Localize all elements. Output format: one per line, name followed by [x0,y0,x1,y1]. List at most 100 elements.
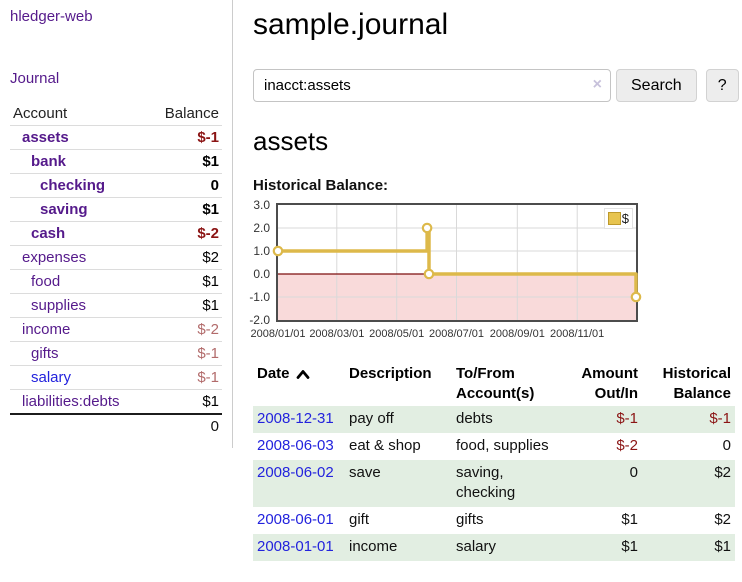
register-header-date[interactable]: Date [253,362,345,406]
transaction-amount: $1 [621,538,638,555]
search-form: × Search ? [253,69,742,102]
account-link-checking[interactable]: checking [40,177,106,194]
accounts-table: Account Balance assets $-1 bank $1 checking 0… [10,102,222,438]
transaction-amount: $1 [621,511,638,528]
transaction-accounts: saving, checking [456,464,516,501]
x-axis-tick-label: 2008/07/01 [428,328,485,340]
transaction-accounts: gifts [456,511,484,528]
transaction-row: 2008-06-03 eat & shop food, supplies $-2 0 [253,433,735,460]
account-row: salary $-1 [10,365,222,390]
app-title-link[interactable]: hledger-web [10,8,93,25]
search-input[interactable] [253,69,611,102]
account-link-bank[interactable]: bank [31,153,67,170]
chart-title: Historical Balance: [253,177,389,194]
account-link-assets[interactable]: assets [22,129,69,146]
account-link-cash[interactable]: cash [31,225,66,242]
transaction-row: 2008-06-01 gift gifts $1 $2 [253,507,735,534]
x-axis-tick-label: 2008/09/01 [489,328,545,340]
x-axis-tick-label: 2008/11/01 [550,328,605,340]
account-row: liabilities:debts $1 [10,389,222,414]
account-link-salary[interactable]: salary [31,369,72,386]
transaction-amount: $-1 [616,410,638,427]
account-link-food[interactable]: food [31,273,61,290]
transaction-row: 2008-01-01 income salary $1 $1 [253,534,735,561]
account-row: food $1 [10,269,222,294]
account-row: saving $1 [10,197,222,222]
account-balance: 0 [148,173,222,198]
transaction-balance: $2 [714,511,731,528]
transaction-row: 2008-12-31 pay off debts $-1 $-1 [253,406,735,433]
chart-canvas [272,205,642,320]
transaction-description: save [349,464,381,481]
legend-swatch-icon [607,212,621,225]
transaction-description: eat & shop [349,437,421,454]
account-row: checking 0 [10,173,222,198]
register-table: Date Description To/From Account(s) Amount Ou… [253,362,735,561]
account-link-income[interactable]: income [22,321,71,338]
account-link-liabilities-debts[interactable]: liabilities:debts [22,393,120,410]
transaction-description: gift [349,511,370,528]
main-content: sample.journal × Search ? assets Histori… [234,0,742,582]
chart-plot-area [272,203,642,322]
y-axis-tick-label: 2.0 [253,221,270,235]
transaction-date-link[interactable]: 2008-12-31 [257,410,334,427]
transaction-description: income [349,538,398,555]
transaction-date-link[interactable]: 2008-06-01 [257,511,334,528]
account-row: bank $1 [10,149,222,174]
x-axis-tick-label: 2008/01/01 [250,328,306,340]
register-header-description: Description [349,365,432,382]
transaction-balance: $-1 [709,410,731,427]
register-header-amount: Amount Out/In [581,365,638,402]
account-balance: $1 [148,149,222,174]
y-axis-tick-label: 3.0 [253,198,270,212]
historical-balance-chart: $ 3.0 2.0 1.0 0.0 -1.0 -2.0 2008/01/01 2008/03/… [249,198,642,340]
transaction-accounts: food, supplies [456,437,549,454]
y-axis-tick-label: 0.0 [253,267,270,281]
transaction-balance: $1 [714,538,731,555]
chart-legend: $ [603,208,633,229]
transaction-description: pay off [349,410,394,427]
accounts-total-value: 0 [148,413,222,438]
account-balance: $2 [148,245,222,270]
transaction-row: 2008-06-02 save saving, checking 0 $2 [253,460,735,507]
sidebar-nav: Journal [10,25,222,87]
account-link-saving[interactable]: saving [40,201,88,218]
transaction-date-link[interactable]: 2008-06-02 [257,464,334,481]
account-row: gifts $-1 [10,341,222,366]
account-row: income $-2 [10,317,222,342]
account-balance: $1 [148,389,222,414]
transaction-balance: 0 [722,437,731,454]
account-link-expenses[interactable]: expenses [22,249,87,266]
account-balance: $1 [148,197,222,222]
register-header-historical: Historical Balance [662,365,731,402]
accounts-header-account: Account [13,105,68,122]
y-axis-tick-label: 1.0 [253,244,270,258]
account-row: expenses $2 [10,245,222,270]
account-row: cash $-2 [10,221,222,246]
register-header-to-from: To/From Account(s) [456,365,535,402]
accounts-header-row: Account Balance [10,102,222,126]
account-heading: assets [253,126,329,156]
account-link-gifts[interactable]: gifts [31,345,59,362]
x-axis-tick-label: 2008/05/01 [369,328,425,340]
account-balance: $1 [148,293,222,318]
accounts-total-row: 0 [10,413,222,438]
search-button[interactable]: Search [616,69,697,102]
sidebar-item-journal[interactable]: Journal [10,70,60,87]
transaction-date-link[interactable]: 2008-06-03 [257,437,334,454]
page-title: sample.journal [253,8,449,41]
help-button[interactable]: ? [705,69,739,102]
y-axis-tick-label: -2.0 [249,313,270,327]
clear-search-icon[interactable]: × [592,76,602,93]
sort-ascending-icon[interactable] [296,369,310,379]
transaction-date-link[interactable]: 2008-01-01 [257,538,334,555]
y-axis-tick-label: -1.0 [249,290,270,304]
transaction-accounts: salary [456,538,497,555]
account-balance: $-1 [148,341,222,366]
account-link-supplies[interactable]: supplies [31,297,87,314]
sidebar: hledger-web Journal Account Balance asse… [0,0,233,448]
register-header-row: Date Description To/From Account(s) Amount Ou… [253,362,735,406]
account-row: assets $-1 [10,125,222,150]
account-balance: $-2 [148,317,222,342]
transaction-amount: $-2 [616,437,638,454]
